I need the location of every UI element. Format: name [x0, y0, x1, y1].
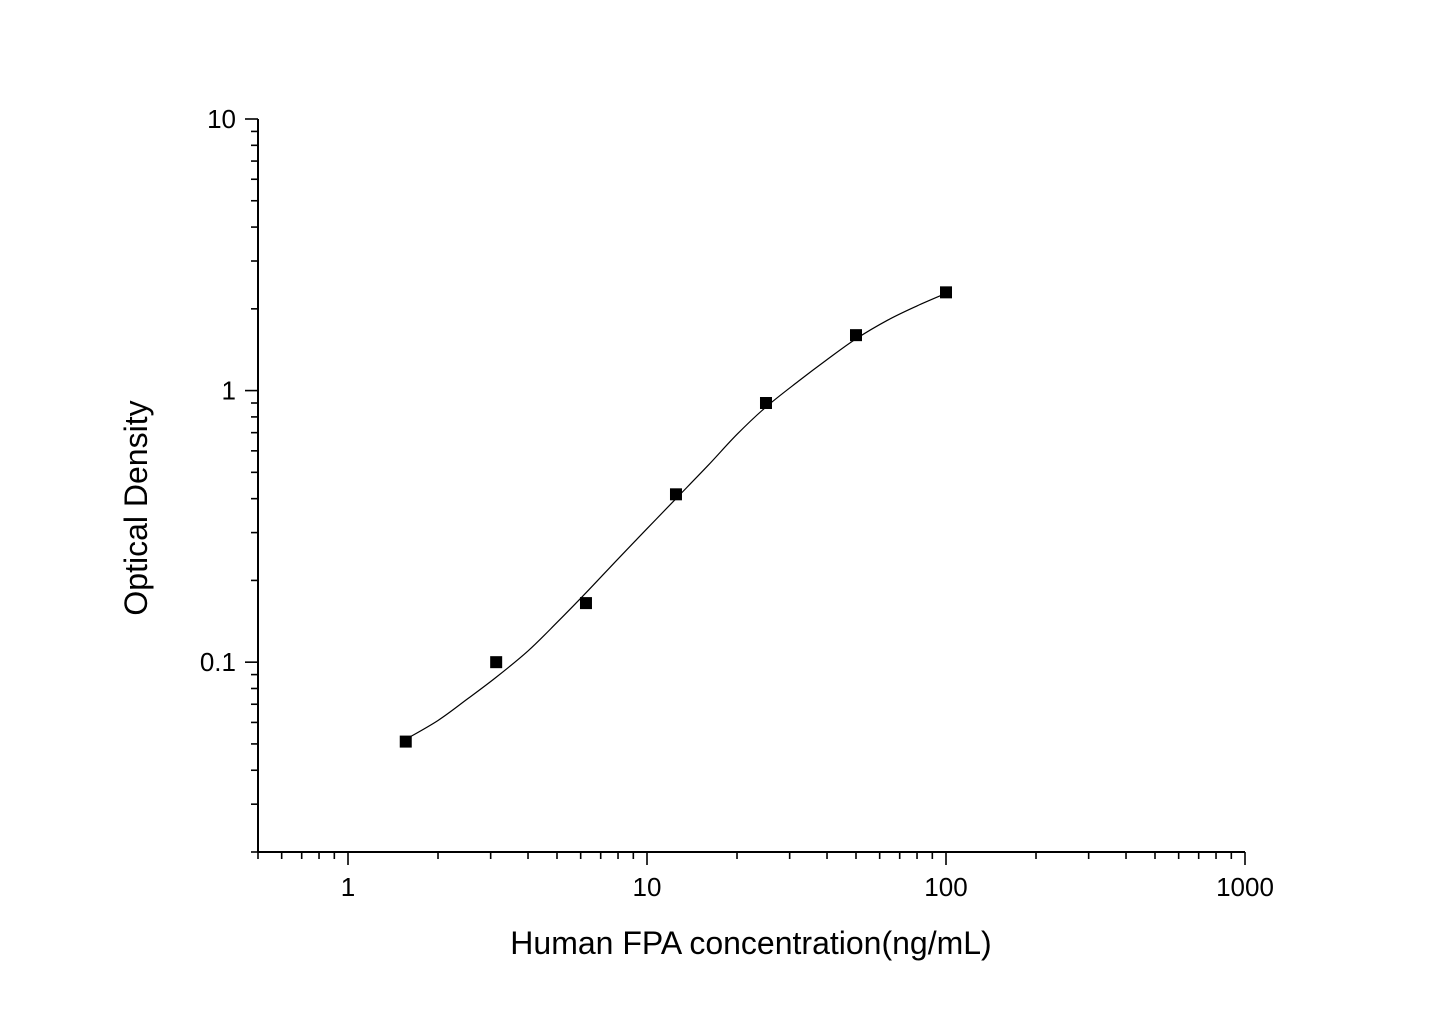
y-axis-title: Optical Density [118, 400, 154, 615]
data-point [490, 656, 503, 669]
data-point [399, 735, 412, 748]
axes [257, 119, 1245, 853]
data-point [940, 286, 953, 299]
x-axis-title: Human FPA concentration(ng/mL) [510, 925, 991, 961]
data-point [579, 597, 592, 610]
y-tick-label: 1 [222, 376, 236, 406]
data-point [759, 397, 772, 410]
tick-labels: 1 10 100 1000 0.1 1 10 [200, 104, 1274, 902]
ticks [245, 118, 1246, 865]
data-point [669, 488, 682, 501]
fit-curve [405, 292, 947, 740]
x-tick-label: 100 [924, 872, 967, 902]
x-tick-label: 10 [633, 872, 662, 902]
x-tick-label: 1 [341, 872, 355, 902]
data-points [399, 286, 953, 748]
y-tick-label: 10 [207, 104, 236, 134]
y-tick-label: 0.1 [200, 647, 236, 677]
data-point [849, 329, 862, 342]
x-tick-label: 1000 [1216, 872, 1274, 902]
